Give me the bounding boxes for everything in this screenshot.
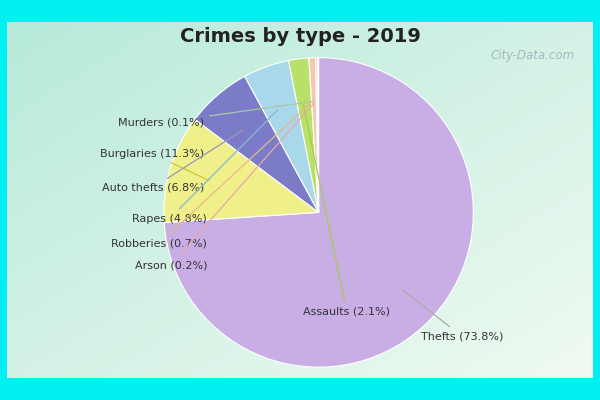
- Wedge shape: [317, 58, 319, 212]
- Text: Burglaries (11.3%): Burglaries (11.3%): [100, 148, 209, 180]
- Text: Robberies (0.7%): Robberies (0.7%): [111, 103, 311, 248]
- Text: Rapes (4.8%): Rapes (4.8%): [133, 110, 278, 224]
- Wedge shape: [164, 58, 473, 367]
- Wedge shape: [289, 58, 319, 212]
- Wedge shape: [164, 119, 319, 223]
- Text: Crimes by type - 2019: Crimes by type - 2019: [179, 26, 421, 46]
- Text: City-Data.com: City-Data.com: [491, 50, 575, 62]
- Text: Murders (0.1%): Murders (0.1%): [118, 101, 314, 128]
- Text: Auto thefts (6.8%): Auto thefts (6.8%): [102, 130, 242, 193]
- Wedge shape: [195, 76, 319, 212]
- Wedge shape: [245, 60, 319, 212]
- Text: Thefts (73.8%): Thefts (73.8%): [403, 290, 503, 341]
- Text: Assaults (2.1%): Assaults (2.1%): [303, 105, 390, 316]
- Wedge shape: [316, 58, 319, 212]
- Text: Arson (0.2%): Arson (0.2%): [134, 103, 314, 270]
- Wedge shape: [309, 58, 319, 212]
